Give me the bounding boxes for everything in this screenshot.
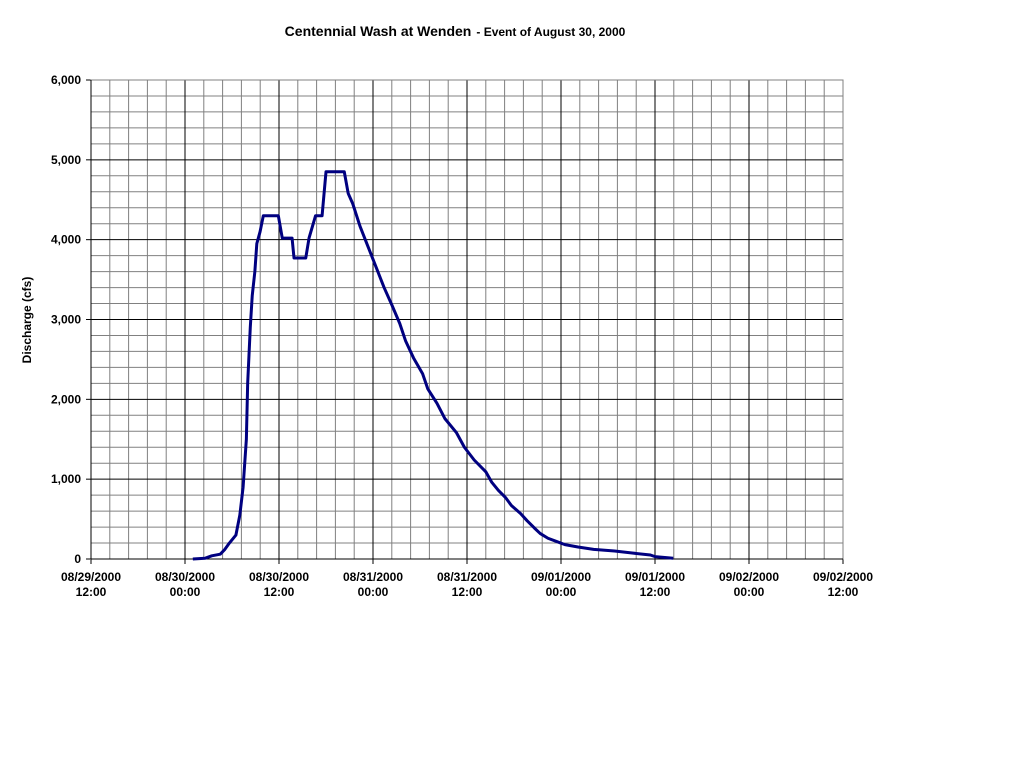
chart-title-group: Centennial Wash at Wenden - Event of Augu…: [285, 23, 626, 39]
y-tick-label: 6,000: [51, 73, 81, 87]
x-tick-label-line: 08/31/2000: [343, 570, 403, 584]
y-axis-label: Discharge (cfs): [20, 277, 34, 364]
x-tick-label-line: 08/31/2000: [437, 570, 497, 584]
x-tick-label-line: 08/30/2000: [249, 570, 309, 584]
x-tick-label-line: 00:00: [358, 585, 389, 599]
y-tick-label: 2,000: [51, 392, 81, 406]
y-tick-label: 5,000: [51, 153, 81, 167]
x-tick-label-line: 00:00: [546, 585, 577, 599]
x-tick-label-line: 08/30/2000: [155, 570, 215, 584]
chart-subtitle: - Event of August 30, 2000: [476, 25, 625, 39]
x-tick-label-line: 00:00: [170, 585, 201, 599]
x-tick-label-line: 12:00: [828, 585, 859, 599]
x-tick-label: 08/31/2000 12:00: [437, 570, 497, 599]
x-tick-label: 09/02/2000 12:00: [813, 570, 873, 599]
x-tick-label: 08/29/2000 12:00: [61, 570, 121, 599]
y-tick-label: 1,000: [51, 472, 81, 486]
x-tick-label: 09/01/2000 00:00: [531, 570, 591, 599]
data-line: [192, 170, 674, 561]
x-tick-label-line: 09/02/2000: [719, 570, 779, 584]
y-tick-label: 3,000: [51, 313, 81, 327]
x-tick-label: 08/30/2000 00:00: [155, 570, 215, 599]
x-tick-label: 09/02/2000 00:00: [719, 570, 779, 599]
x-tick-label: 09/01/2000 12:00: [625, 570, 685, 599]
x-tick-label-line: 00:00: [734, 585, 765, 599]
y-tick-label: 4,000: [51, 233, 81, 247]
x-tick-label-line: 12:00: [264, 585, 295, 599]
x-tick-label: 08/31/2000 00:00: [343, 570, 403, 599]
x-tick-label-line: 09/02/2000: [813, 570, 873, 584]
x-tick-label-line: 08/29/2000: [61, 570, 121, 584]
chart-title: Centennial Wash at Wenden: [285, 23, 472, 39]
x-tick-label-line: 12:00: [640, 585, 671, 599]
x-tick-label-line: 09/01/2000: [625, 570, 685, 584]
x-tick-label-line: 12:00: [76, 585, 107, 599]
x-tick-label: 08/30/2000 12:00: [249, 570, 309, 599]
y-tick-label: 0: [74, 552, 81, 566]
x-tick-label-line: 12:00: [452, 585, 483, 599]
x-tick-label-line: 09/01/2000: [531, 570, 591, 584]
